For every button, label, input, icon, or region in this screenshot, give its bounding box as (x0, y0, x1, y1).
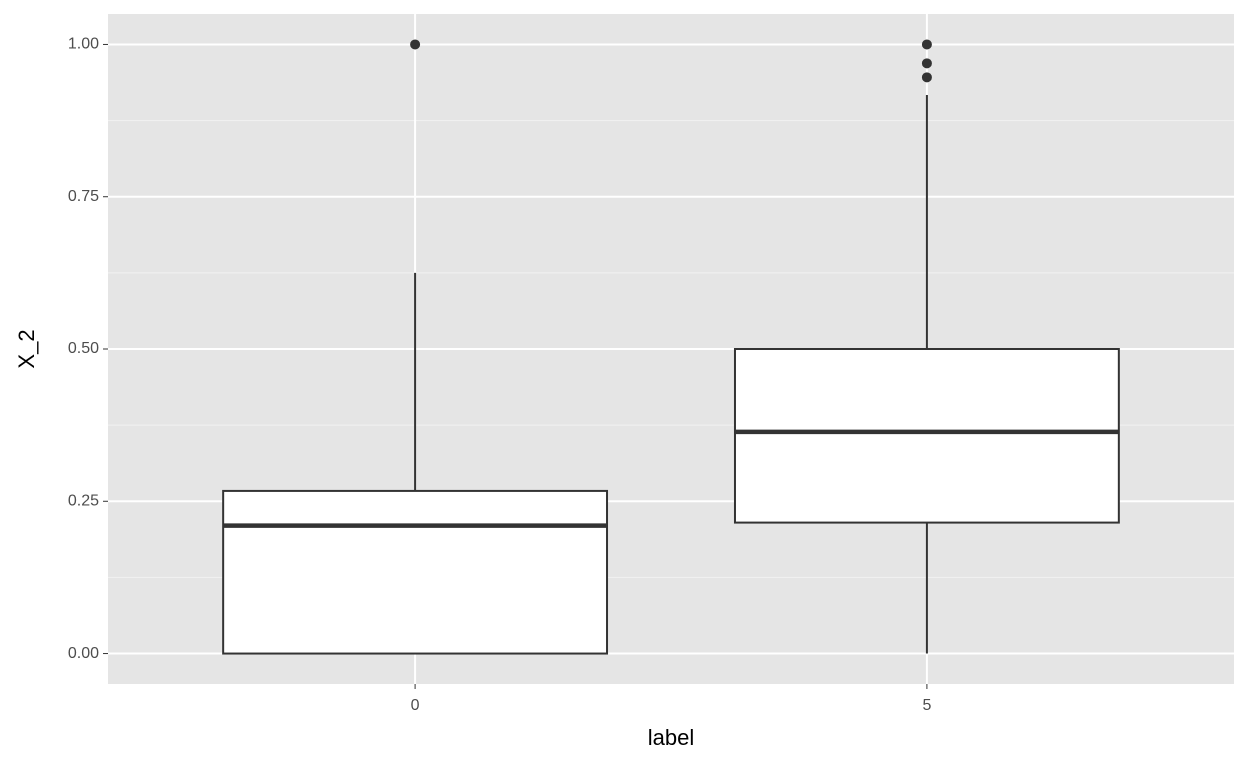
y-tick-label: 0.50 (68, 340, 99, 357)
y-tick-label: 0.75 (68, 188, 99, 205)
outlier (921, 58, 932, 69)
y-axis-title: X_2 (14, 329, 39, 368)
x-tick-label: 5 (922, 697, 931, 714)
outlier (410, 39, 421, 50)
box (222, 489, 609, 655)
y-tick-label: 0.25 (68, 492, 99, 509)
outlier (921, 72, 932, 83)
x-axis-title: label (648, 725, 694, 750)
y-tick-label: 1.00 (68, 36, 99, 53)
outlier (921, 39, 932, 50)
box (733, 348, 1120, 524)
x-tick-label: 0 (411, 697, 420, 714)
y-tick-label: 0.00 (68, 645, 99, 662)
